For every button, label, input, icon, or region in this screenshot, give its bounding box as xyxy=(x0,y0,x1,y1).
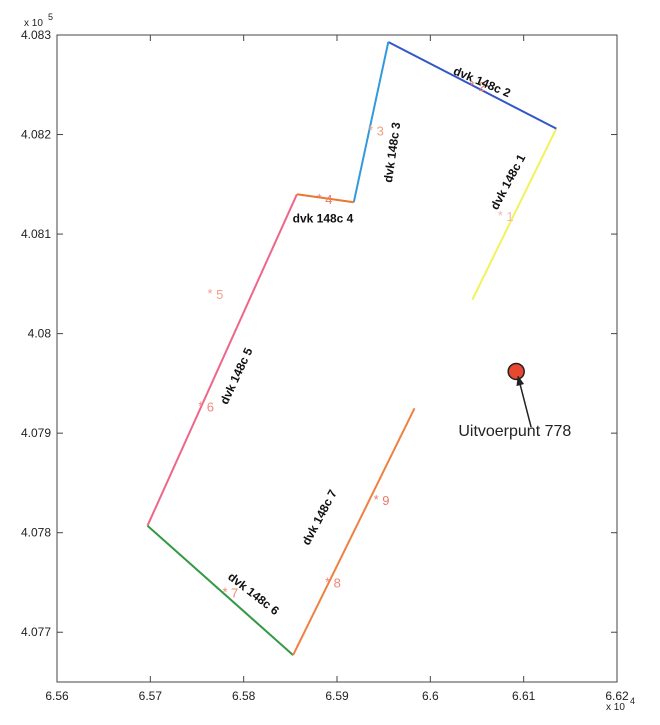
y-tick-label: 4.082 xyxy=(21,128,51,142)
series-line xyxy=(292,407,416,656)
x-exponent-label: x 10 xyxy=(606,702,625,713)
annotation-layer: Uitvoerpunt 778 xyxy=(458,362,571,440)
series-line xyxy=(296,193,354,204)
point-marker-label: 7 xyxy=(231,585,238,600)
point-marker: * xyxy=(198,398,203,413)
point-marker-label: 9 xyxy=(382,493,389,508)
point-marker-label: 1 xyxy=(506,209,513,224)
point-marker: * xyxy=(470,78,475,93)
point-marker-label: 2 xyxy=(478,79,485,94)
point-marker: * xyxy=(498,208,503,223)
point-marker-label: 3 xyxy=(377,124,384,139)
point-marker: * xyxy=(317,191,322,206)
point-marker-label: 4 xyxy=(325,192,332,207)
x-tick-label: 6.6 xyxy=(422,689,439,703)
point-marker: * xyxy=(368,123,373,138)
x-tick-label: 6.58 xyxy=(232,689,256,703)
x-axis: 6.56 6.57 6.58 6.59 6.6 6.61 6.62 xyxy=(45,35,629,703)
annotation-text: Uitvoerpunt 778 xyxy=(458,423,571,440)
marker-layer: * 1* 2* 3* 4* 5* 6* 7* 8* 9 xyxy=(198,78,513,601)
series-line xyxy=(146,524,294,656)
annotation-arrow xyxy=(516,375,532,428)
point-marker: * xyxy=(325,574,330,589)
x-tick-label: 6.62 xyxy=(605,689,629,703)
series-line xyxy=(146,193,298,527)
x-tick-label: 6.59 xyxy=(325,689,349,703)
y-tick-label: 4.078 xyxy=(21,526,51,540)
point-marker-label: 6 xyxy=(207,399,214,414)
point-marker: * xyxy=(374,492,379,507)
plot-area-frame xyxy=(56,34,618,683)
y-tick-label: 4.083 xyxy=(21,28,51,42)
point-marker-label: 5 xyxy=(216,287,223,302)
series-layer xyxy=(146,41,558,656)
y-tick-label: 4.081 xyxy=(21,227,51,241)
series-line xyxy=(471,128,558,301)
y-tick-label: 4.079 xyxy=(21,426,51,440)
y-axis: 4.077 4.078 4.079 4.08 4.081 4.082 4.083 xyxy=(21,28,617,639)
point-marker: * xyxy=(222,584,227,599)
x-exponent-power: 4 xyxy=(630,696,635,706)
outlet-point xyxy=(507,362,525,381)
x-tick-label: 6.61 xyxy=(512,689,536,703)
point-marker: * xyxy=(208,286,213,301)
x-tick-label: 6.57 xyxy=(139,689,163,703)
series-line xyxy=(387,41,557,130)
y-tick-label: 4.077 xyxy=(21,625,51,639)
segment-label: dvk 148c 4 xyxy=(293,211,354,225)
y-tick-label: 4.08 xyxy=(28,327,52,341)
x-tick-label: 6.56 xyxy=(45,689,69,703)
point-marker-label: 8 xyxy=(334,575,341,590)
series-line xyxy=(352,41,390,203)
y-exponent-label: x 10 xyxy=(24,18,43,29)
y-exponent-power: 5 xyxy=(48,12,53,22)
